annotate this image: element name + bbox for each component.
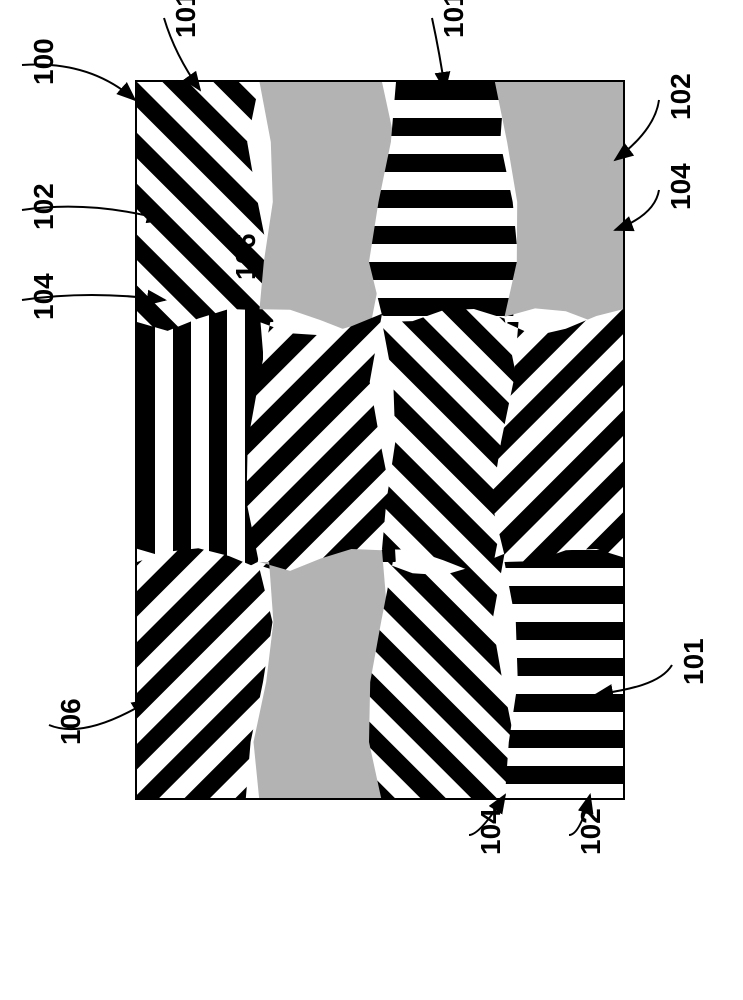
ref-label-104: 104 xyxy=(28,273,60,320)
ref-label-106: 106 xyxy=(55,698,87,745)
ref-label-100: 100 xyxy=(28,38,60,85)
ref-label-101: 101 xyxy=(678,638,710,685)
grain-g12 xyxy=(382,309,518,572)
microstructure-figure xyxy=(135,80,625,800)
grain-g22 xyxy=(369,554,518,800)
grain-g00 xyxy=(137,82,273,335)
ref-label-106: 106 xyxy=(230,233,262,280)
grain-g11 xyxy=(247,314,396,575)
ref-label-101: 101 xyxy=(170,0,202,38)
grain-g02 xyxy=(369,82,519,336)
grain-g03 xyxy=(495,82,625,323)
grain-g01 xyxy=(260,82,396,332)
grain-g23 xyxy=(505,549,626,800)
ref-label-101: 101 xyxy=(438,0,470,38)
grain-g20 xyxy=(137,548,273,800)
ref-label-104: 104 xyxy=(665,163,697,210)
ref-label-104: 104 xyxy=(475,808,507,855)
ref-label-102: 102 xyxy=(575,808,607,855)
grain-g13 xyxy=(492,308,626,576)
ref-label-102: 102 xyxy=(665,73,697,120)
ref-label-102: 102 xyxy=(28,183,60,230)
